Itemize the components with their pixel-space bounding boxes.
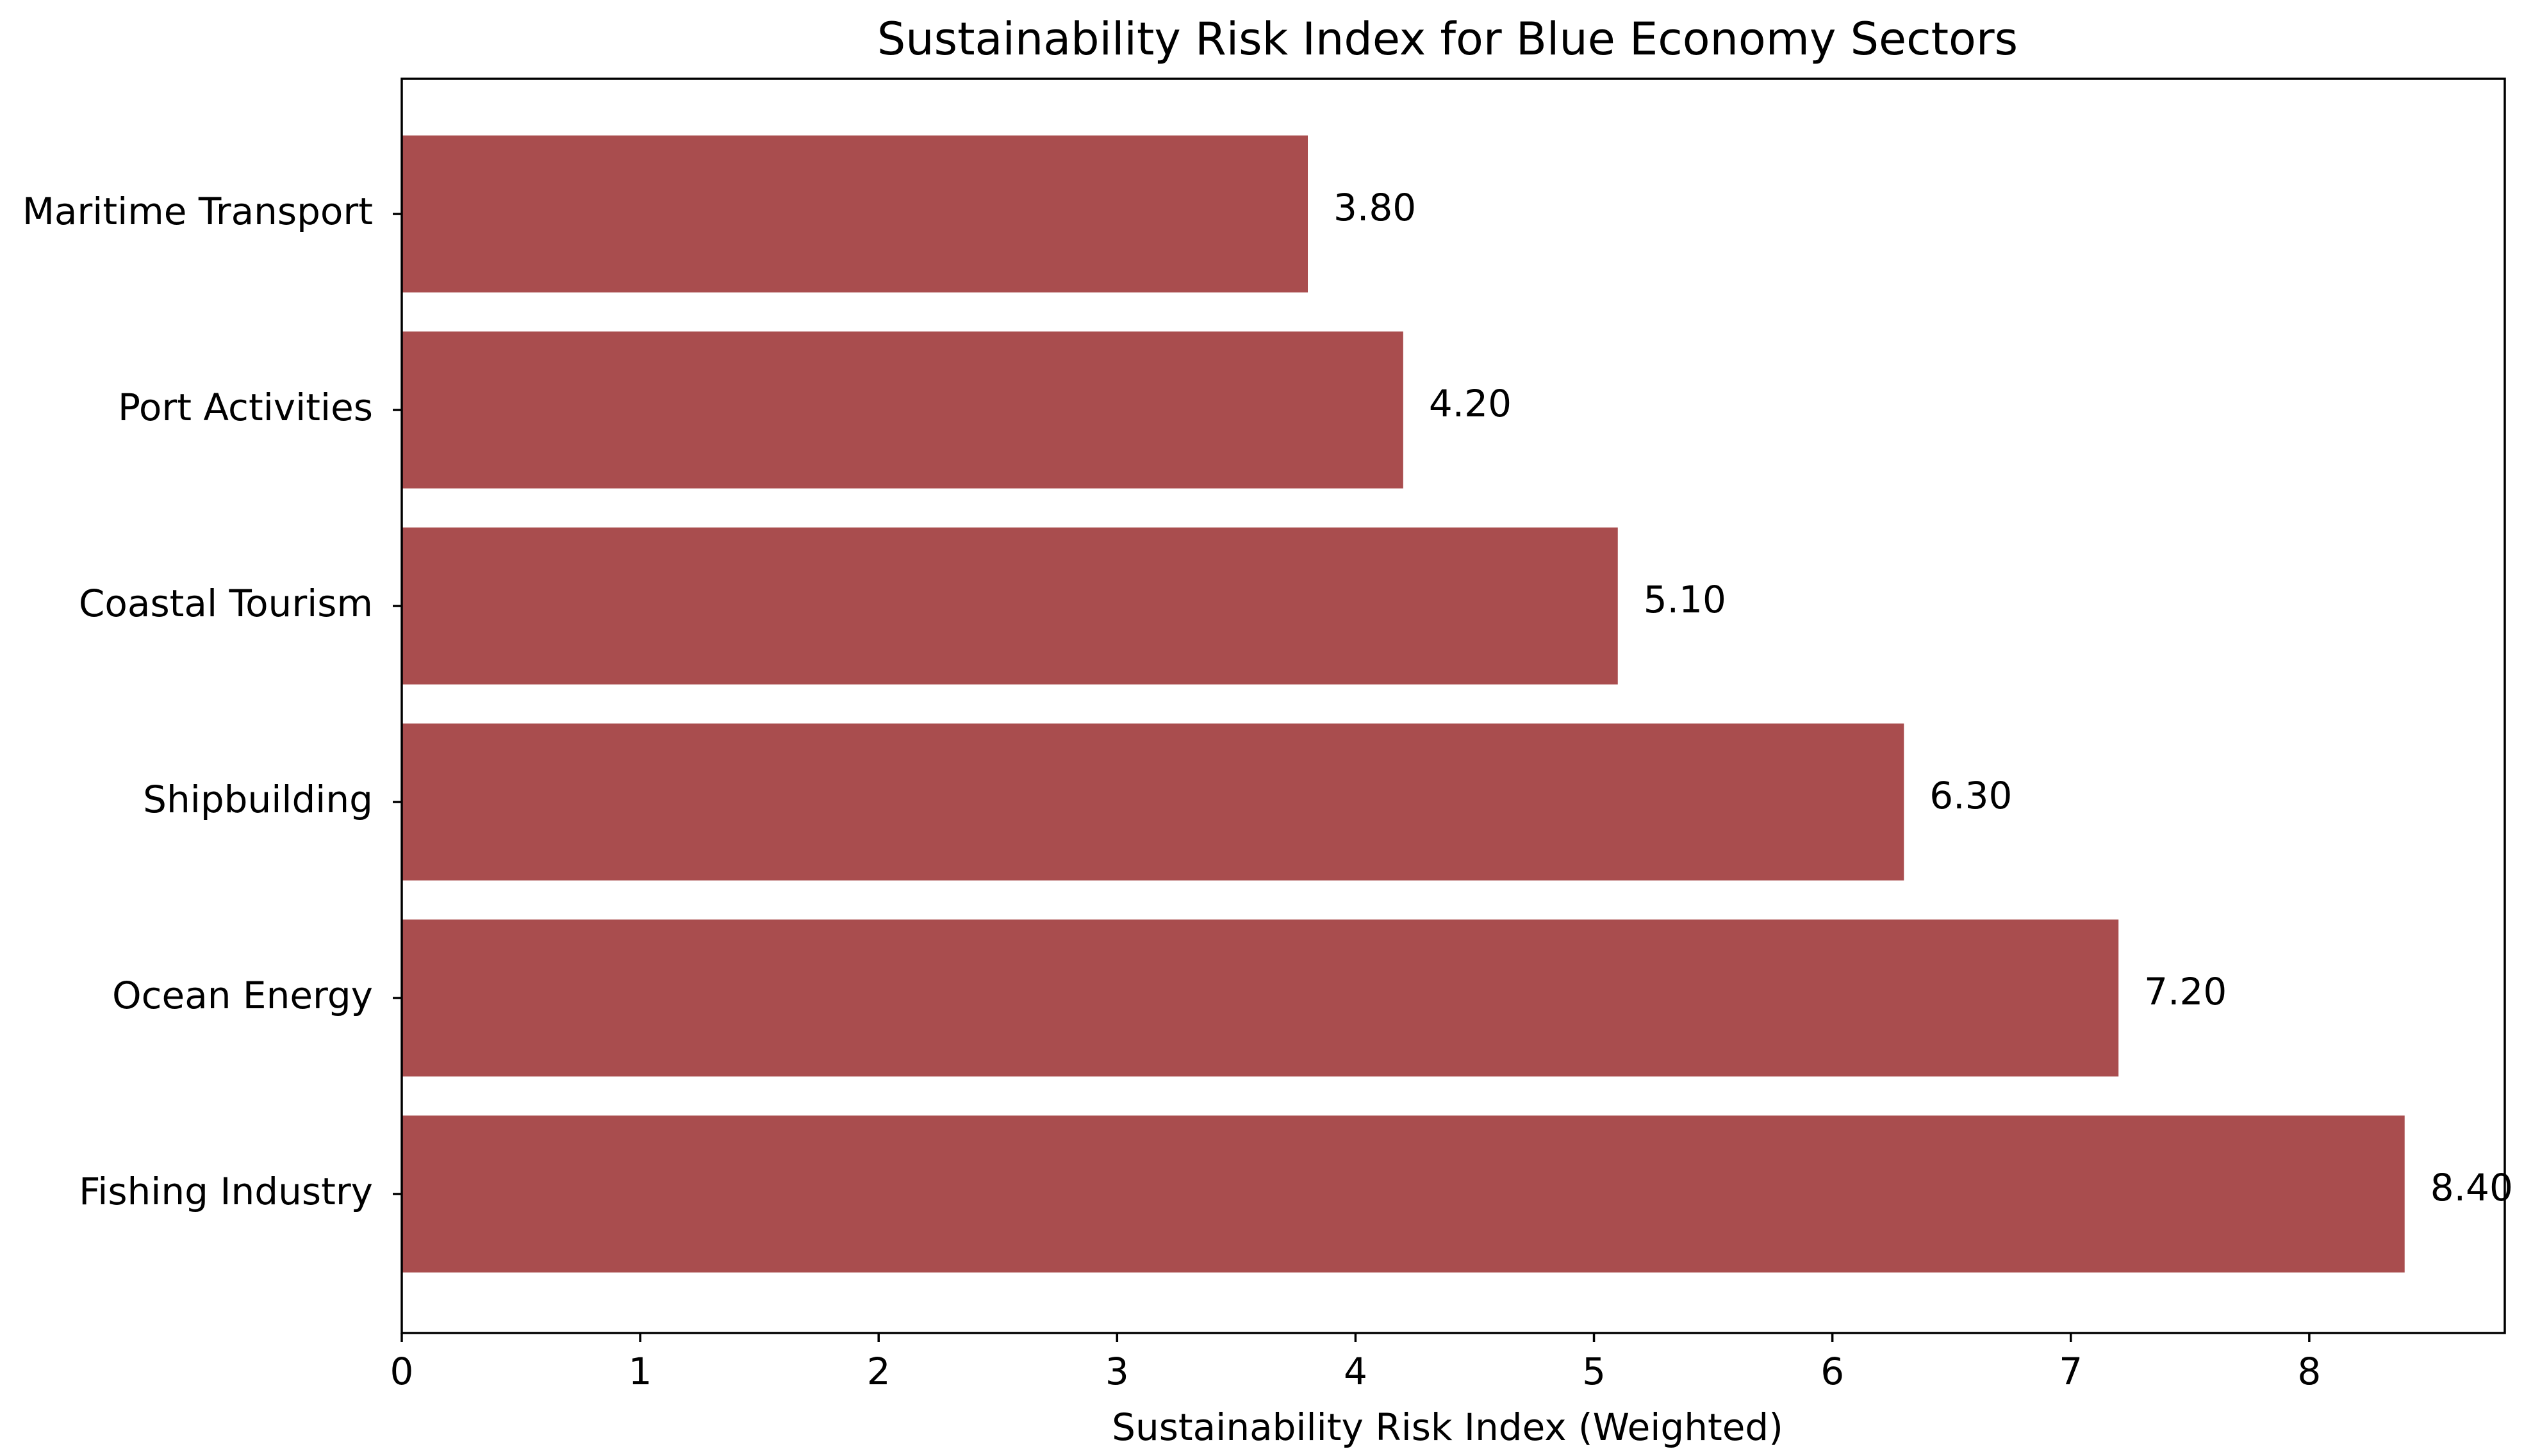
bar-value-label: 8.40 xyxy=(2430,1166,2513,1209)
bar-value-label: 7.20 xyxy=(2144,970,2227,1013)
x-axis: 0 1 2 3 4 5 6 7 8 xyxy=(390,1333,2321,1393)
x-tick-label: 7 xyxy=(2059,1350,2083,1393)
bars-layer xyxy=(402,135,2405,1273)
y-tick-label: Shipbuilding xyxy=(143,778,373,821)
x-tick-label: 5 xyxy=(1582,1350,1606,1393)
y-tick-label: Coastal Tourism xyxy=(79,582,373,625)
bar-value-label: 5.10 xyxy=(1644,578,1726,621)
x-tick-label: 4 xyxy=(1344,1350,1367,1393)
x-tick-label: 6 xyxy=(1820,1350,1844,1393)
plot-frame xyxy=(400,78,2506,1334)
bar-value-label: 6.30 xyxy=(1929,774,2012,817)
data-labels-layer: 3.80 4.20 5.10 6.30 7.20 8.40 xyxy=(1333,186,2513,1209)
y-tick-label: Ocean Energy xyxy=(112,974,373,1017)
x-tick-label: 0 xyxy=(390,1350,414,1393)
bar xyxy=(402,919,2119,1077)
chart-title: Sustainability Risk Index for Blue Econo… xyxy=(877,13,2018,65)
y-tick-label: Maritime Transport xyxy=(22,190,373,233)
bar xyxy=(402,135,1308,293)
y-axis: Maritime Transport Port Activities Coastal… xyxy=(22,190,402,1213)
bar-value-label: 4.20 xyxy=(1429,382,1512,425)
bar xyxy=(402,723,1904,881)
bar xyxy=(402,331,1403,489)
bar-value-label: 3.80 xyxy=(1333,186,1416,229)
x-tick-label: 3 xyxy=(1105,1350,1129,1393)
bar xyxy=(402,527,1618,685)
x-tick-label: 8 xyxy=(2297,1350,2321,1393)
bar xyxy=(402,1115,2405,1273)
y-tick-label: Fishing Industry xyxy=(79,1170,373,1213)
x-axis-label: Sustainability Risk Index (Weighted) xyxy=(1112,1405,1783,1449)
x-tick-label: 2 xyxy=(867,1350,891,1393)
y-tick-label: Port Activities xyxy=(118,386,373,429)
x-tick-label: 1 xyxy=(629,1350,652,1393)
